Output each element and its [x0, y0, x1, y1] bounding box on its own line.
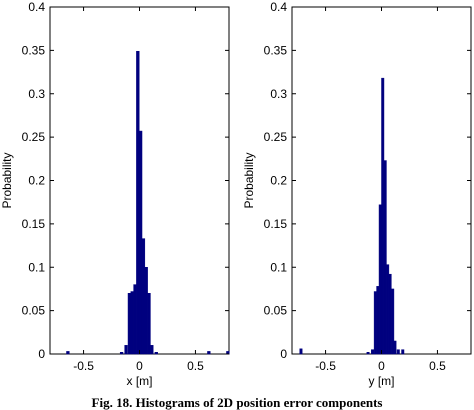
panel-x-histogram-bar: [133, 284, 137, 355]
panel-x-histogram-bar: [136, 50, 140, 355]
panel-x-histogram-bar: [127, 293, 132, 355]
panel-x-chart: 0 0.05 0.1 0.15 0.2 0.25 0.3 0.35 0.4 -0.5 0 0.5 x […: [0, 0, 230, 388]
panel-y-histogram-bar: [371, 349, 375, 355]
panel-y-histogram-bar: [383, 160, 387, 355]
panel-y-histogram-bar: [299, 348, 303, 355]
panel-y-histogram-bar: [376, 286, 380, 355]
panel-x-y-tick-label: 0.4: [28, 0, 45, 14]
panel-x-y-tick-label: 0: [38, 347, 45, 361]
panel-x-y-tick-label: 0.05: [22, 304, 46, 318]
panel-y-y-tick-label: 0.15: [264, 217, 288, 231]
panel-y-y-axis-label: Probability: [242, 152, 256, 208]
panel-x-y-tick-label: 0.15: [22, 217, 46, 231]
panel-y-y-tick-label: 0.05: [264, 304, 288, 318]
panel-x-y-tick-label: 0.35: [22, 43, 46, 57]
panel-x-histogram-bar: [150, 345, 154, 355]
panel-x-histogram-bar: [207, 351, 211, 355]
panel-y-histogram-bar: [378, 204, 382, 355]
panel-x-histogram-bar: [144, 267, 148, 355]
panel-x-y-axis-label: Probability: [0, 152, 14, 208]
panel-y-histogram-bar: [391, 288, 395, 355]
panel-y-histogram-bar: [373, 291, 377, 355]
panel-y-histogram-bar: [386, 264, 390, 355]
panel-x-histogram-bar: [147, 293, 151, 355]
panel-x-histogram-bar: [138, 130, 143, 355]
panel-y-x-tick-label: -0.5: [315, 359, 336, 373]
panel-y-y-tick-label: 0.3: [270, 87, 287, 101]
panel-y-y-tick-label: 0.4: [270, 0, 287, 14]
panel-y-histogram-bar: [401, 349, 405, 355]
panel-y-chart: 0 0.05 0.1 0.15 0.2 0.25 0.3 0.35 0.4 -0.5 0 0.5 y […: [242, 0, 472, 388]
panel-x-x-tick-label: 0: [136, 359, 143, 373]
panel-x-y-tick-label: 0.2: [28, 174, 45, 188]
panel-y-y-tick-label: 0: [280, 347, 287, 361]
panel-x-histogram-bar: [66, 351, 70, 355]
panel-y-histogram-bar: [393, 340, 397, 355]
panel-x-x-tick-label: -0.5: [73, 359, 94, 373]
panel-y-histogram-bar: [388, 273, 392, 355]
figure-caption: Fig. 18. Histograms of 2D position error…: [91, 395, 383, 410]
panel-y-y-tick-label: 0.35: [264, 43, 288, 57]
panel-y-y-tick-label: 0.2: [270, 174, 287, 188]
panel-y-x-tick-label: 0.5: [429, 359, 446, 373]
panel-y-x-axis-label: y [m]: [369, 374, 395, 388]
panel-x-y-tick-label: 0.3: [28, 87, 45, 101]
panel-x-histogram-bar: [119, 352, 124, 355]
panel-y-histogram-bar: [366, 352, 370, 355]
panel-y-y-tick-label: 0.25: [264, 130, 288, 144]
panel-x-histogram-bar: [141, 238, 146, 355]
panel-x-x-axis-label: x [m]: [127, 374, 153, 388]
panel-x-histogram-bar: [130, 291, 134, 355]
panel-y-histogram-bar: [381, 77, 385, 355]
panel-x-histogram-bar: [124, 345, 128, 355]
panel-y-x-tick-label: 0: [378, 359, 385, 373]
panel-x-x-tick-label: 0.5: [187, 359, 204, 373]
panel-x-histogram-bar: [154, 352, 158, 355]
panel-x-y-tick-label: 0.1: [28, 260, 45, 274]
panel-x-y-tick-label: 0.25: [22, 130, 46, 144]
panel-y-y-tick-label: 0.1: [270, 260, 287, 274]
panel-y-histogram-bar: [396, 349, 400, 355]
